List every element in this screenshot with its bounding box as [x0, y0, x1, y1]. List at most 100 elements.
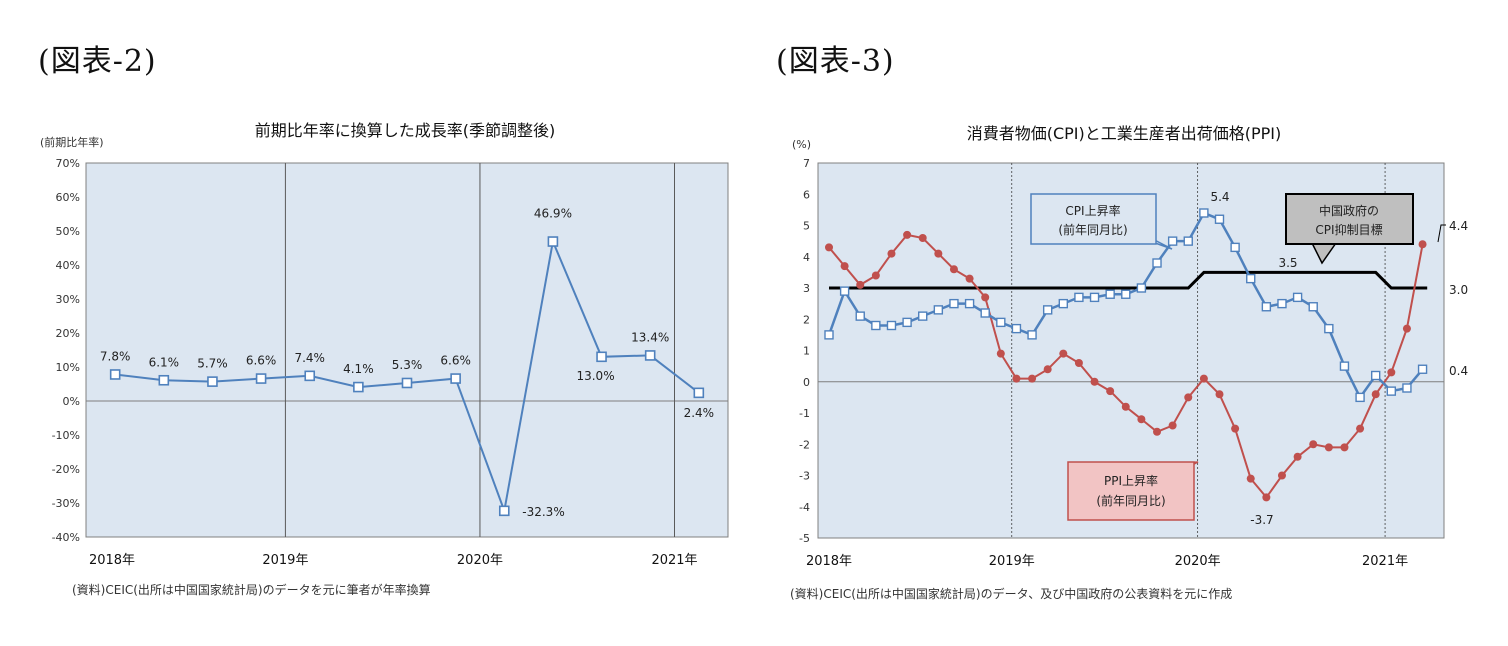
chart3-ppi-point [1215, 390, 1224, 399]
chart3-ytick: -3 [799, 470, 810, 483]
chart2-point [353, 381, 364, 393]
chart2-points [109, 236, 705, 517]
chart3-ppi-point [1356, 424, 1365, 433]
chart2-ytick: 20% [56, 327, 80, 340]
chart2-data-label: 46.9% [534, 207, 572, 221]
chart3-ytick: 3 [803, 282, 810, 295]
chart3-ppi-point [1387, 368, 1396, 377]
annotation-target-mid: 3.5 [1278, 256, 1297, 270]
chart3-ppi-point [1090, 377, 1099, 386]
chart3-year-label: 2021年 [1362, 554, 1408, 569]
chart3-cpi-point [949, 298, 959, 309]
chart3-ppi-point [1028, 374, 1037, 383]
annotation-ppi-last: 4.4 [1449, 219, 1468, 233]
chart3-ppi-point [840, 262, 849, 271]
chart3-cpi-point [1027, 330, 1037, 340]
chart3-ppi-point [1371, 390, 1380, 399]
chart3-ppi-point [856, 280, 865, 289]
chart2-data-label: 6.6% [440, 354, 471, 368]
chart2-data-label: 5.3% [392, 358, 423, 372]
chart2-data-label: 13.0% [576, 369, 614, 383]
chart3-ppi-point [1418, 240, 1427, 249]
chart2-source: (資料)CEIC(出所は中国国家統計局)のデータを元に筆者が年率換算 [72, 582, 431, 597]
chart3-cpi-point [839, 286, 850, 296]
chart3-cpi-point [1105, 289, 1115, 299]
chart3-ytick: 7 [803, 157, 810, 170]
chart2-ytick: 30% [56, 293, 80, 306]
chart3-ytick: -4 [799, 501, 810, 514]
chart3-ppi-point [965, 274, 974, 283]
chart3-cpi-point [918, 311, 928, 321]
chart3-cpi-point [1402, 383, 1412, 393]
chart3-cpi-point [1417, 364, 1428, 374]
annotation-ppi-trough: -3.7 [1250, 513, 1273, 527]
chart3-cpi-point [1199, 208, 1209, 218]
cpi-callout-line1: CPI上昇率 [1065, 203, 1120, 218]
chart2-ytick: 40% [56, 259, 80, 272]
chart3-cpi-point [1355, 392, 1365, 403]
chart2-data-label: 7.4% [294, 351, 325, 365]
chart3-ppi-point [871, 271, 880, 280]
chart3-cpi-point [996, 317, 1006, 328]
chart2-year-label: 2020年 [457, 553, 503, 568]
chart3-cpi-point [1324, 323, 1334, 334]
chart2-dividers [86, 163, 728, 537]
chart2-point [450, 373, 461, 384]
target-callout-pointer [1311, 242, 1337, 265]
chart3-ppi-point [1277, 471, 1286, 480]
target-callout-box [1285, 193, 1414, 245]
figure-2-label: (図表-2) [38, 44, 157, 79]
chart3-ppi-point [1121, 402, 1130, 411]
chart3-ppi-point [1340, 443, 1349, 452]
chart2-data-label: -32.3% [522, 505, 564, 519]
chart3-ytick: 6 [803, 188, 810, 201]
chart2-data-label: 4.1% [343, 362, 374, 376]
chart3-cpi-point [980, 308, 990, 318]
chart3-cpi-point [1152, 258, 1162, 268]
chart3-cpi-point [1308, 302, 1318, 312]
chart3-ytick: 5 [803, 220, 810, 233]
chart3-ppi-point [1184, 393, 1193, 402]
annotation-cpi-last: 0.4 [1449, 364, 1468, 378]
chart2-data-labels: 7.8% 6.1% 5.7% 6.6% 7.4% 4.1% 5.3% 6.6% -32.3% 46… [100, 207, 714, 519]
chart2-point [644, 350, 656, 361]
chart3-cpi-point [1136, 283, 1147, 293]
chart3-ppi-point [1153, 427, 1162, 436]
chart3-ylabel: (%) [792, 138, 811, 151]
chart3-cpi-point [1074, 292, 1084, 303]
chart3-ppi-point [918, 234, 927, 242]
chart3-ppi-point [1293, 452, 1302, 461]
chart3-cpi-point [964, 298, 975, 309]
chart3-source: (資料)CEIC(出所は中国国家統計局)のデータ、及び中国政府の公表資料を元に作… [790, 586, 1232, 601]
chart3-cpi-point [1230, 242, 1240, 253]
chart3-title: 消費者物価(CPI)と工業生産者出荷価格(PPI) [967, 124, 1282, 143]
chart2-data-label: 2.4% [684, 406, 715, 420]
ppi-callout-line2: (前年同月比) [1096, 493, 1165, 508]
chart2-data-label: 6.6% [246, 354, 277, 368]
ppi-callout-box [1067, 461, 1195, 521]
chart3-ytick: -1 [799, 407, 810, 420]
chart3-ytick: 0 [803, 376, 810, 389]
chart3-ppi-point [1262, 493, 1271, 502]
chart2-y-ticks: 70% 60% 50% 40% 30% 20% 10% 0% -10% -20% -30% -40% [52, 157, 80, 544]
chart3-cpi-point [1121, 289, 1131, 299]
chart2-point [255, 373, 267, 384]
chart3-ppi-callout: PPI上昇率 (前年同月比) [1067, 461, 1199, 521]
chart3-cpi-points [824, 208, 1428, 403]
chart3-cpi-point [1261, 302, 1272, 312]
chart2-point [207, 376, 218, 387]
chart3-year-label: 2018年 [806, 554, 852, 569]
annotation-ppi-leader [1437, 224, 1446, 243]
chart2-plot-area [85, 162, 729, 538]
chart3-ytick: 1 [803, 345, 810, 358]
chart2-ytick: 10% [56, 361, 80, 374]
chart2-point [158, 374, 170, 386]
chart2-ytick: 70% [56, 157, 80, 170]
chart3-cpi-point [1370, 370, 1381, 381]
chart3-ppi-point [1137, 415, 1146, 424]
chart2-point [547, 236, 559, 247]
chart3-ppi-point [934, 249, 943, 258]
chart3-ppi-point [1324, 443, 1333, 452]
chart3-cpi-point [824, 330, 834, 340]
chart2-point [693, 387, 705, 399]
